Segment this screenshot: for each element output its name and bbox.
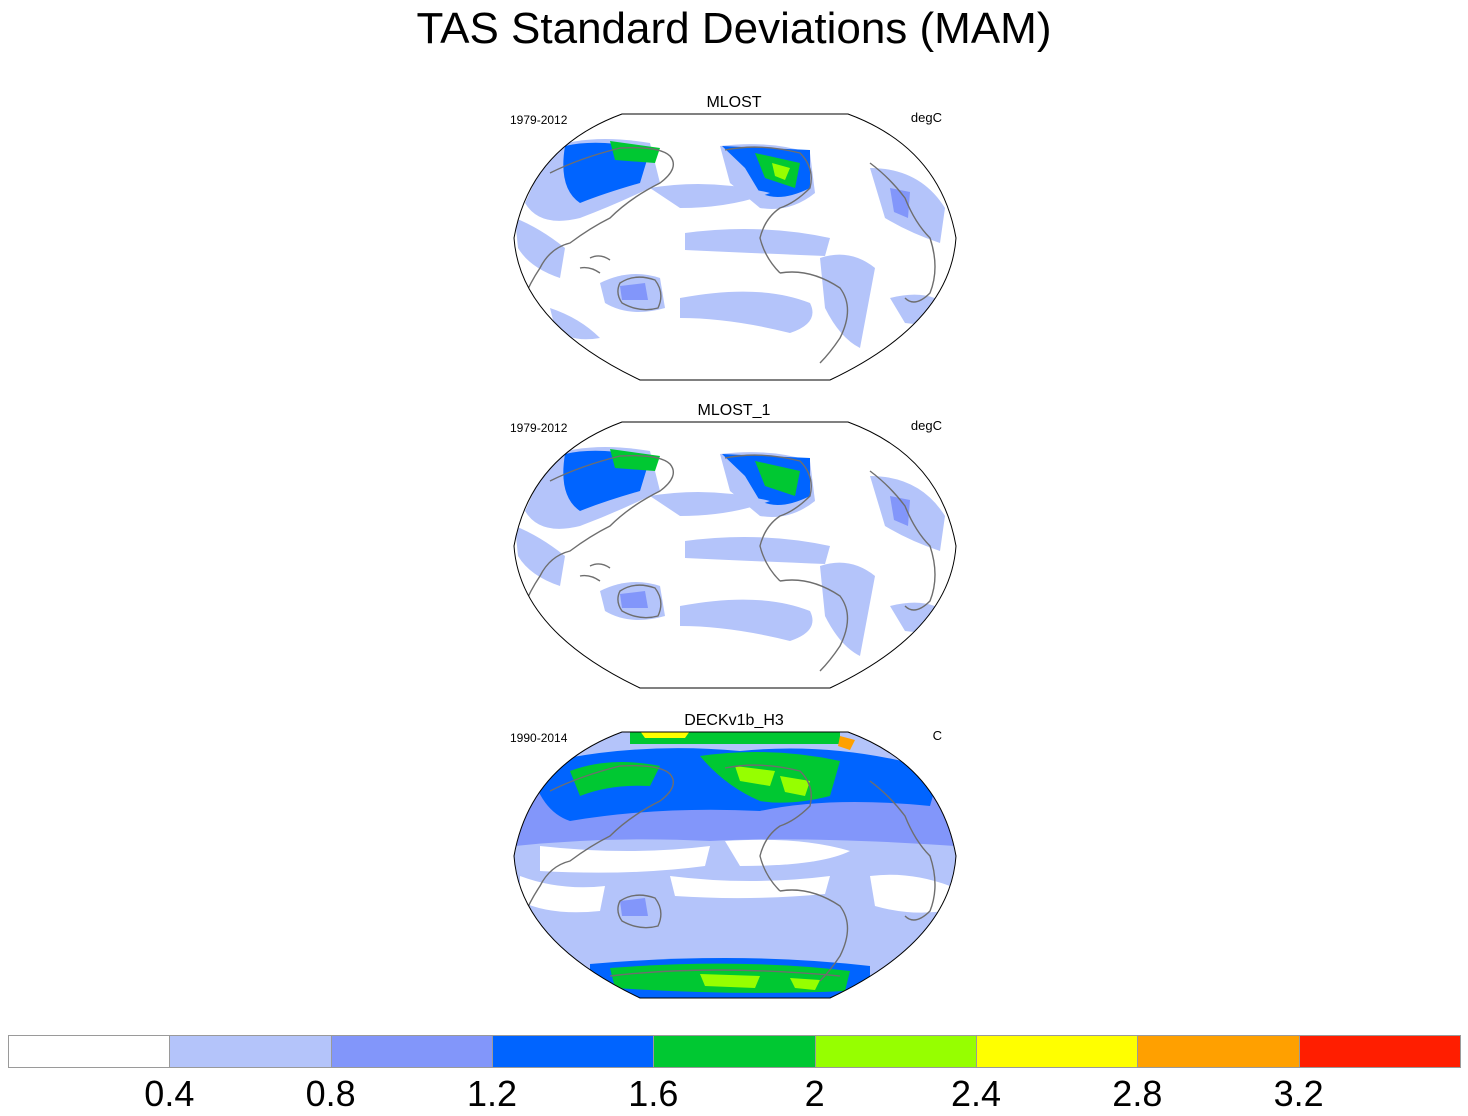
colorbar-swatch (976, 1035, 1139, 1068)
panel-period: 1990-2014 (510, 731, 568, 745)
panel-title: MLOST (706, 94, 762, 111)
world-map-mlost (513, 113, 957, 381)
panel-title: MLOST_1 (697, 402, 771, 419)
colorbar-tick-label: 3.2 (1273, 1073, 1324, 1114)
colorbar-swatch (653, 1035, 816, 1068)
colorbar-tick-label: 2 (804, 1073, 825, 1114)
colorbar-tick-label: 2.4 (950, 1073, 1002, 1114)
world-map-deckv1b-h3 (513, 731, 957, 999)
figure-title: TAS Standard Deviations (MAM) (416, 4, 1052, 53)
colorbar-swatch (1137, 1035, 1300, 1068)
map-panel-mlost-1: MLOST_1 1979-2012 degC (500, 402, 968, 702)
colorbar-swatch (1298, 1035, 1461, 1068)
map-panel-mlost: MLOST 1979-2012 degC (500, 94, 968, 394)
panel-title: DECKv1b_H3 (684, 712, 784, 729)
colorbar-swatch (169, 1035, 332, 1068)
colorbar-tick-label: 1.2 (466, 1073, 518, 1114)
colorbar-swatch (814, 1035, 977, 1068)
colorbar-swatch (330, 1035, 493, 1068)
colorbar (8, 1035, 1461, 1068)
map-panel-deckv1b-h3: DECKv1b_H3 1990-2014 C (500, 712, 968, 1012)
panel-period: 1979-2012 (510, 113, 568, 127)
colorbar-swatch (492, 1035, 655, 1068)
colorbar-swatch (8, 1035, 171, 1068)
world-map-mlost-1 (513, 421, 957, 689)
panel-period: 1979-2012 (510, 421, 568, 435)
panel-units: C (932, 728, 942, 743)
panel-units: degC (910, 110, 942, 125)
panel-units: degC (910, 418, 942, 433)
colorbar-tick-label: 1.6 (628, 1073, 679, 1114)
colorbar-tick-label: 0.8 (305, 1073, 356, 1114)
colorbar-tick-label: 2.8 (1112, 1073, 1163, 1114)
colorbar-tick-label: 0.4 (144, 1073, 195, 1114)
